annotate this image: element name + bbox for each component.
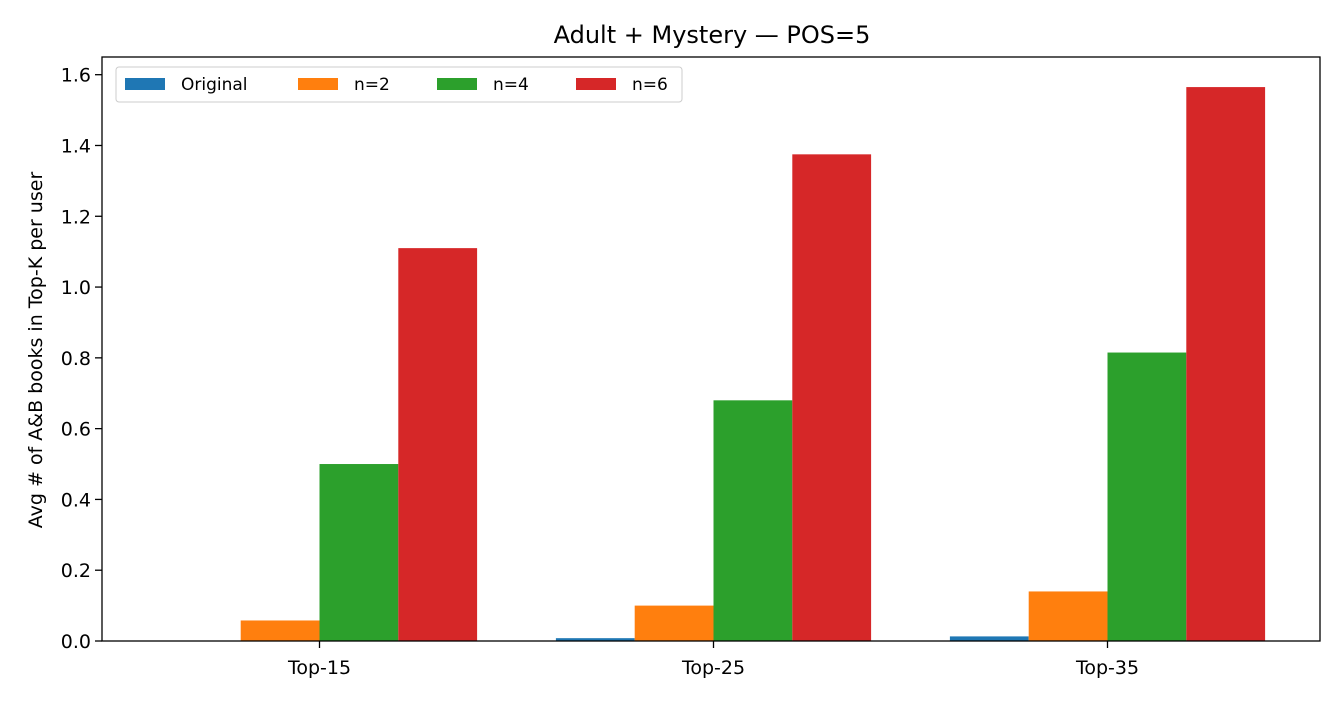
bar-n=6-Top-15 <box>398 248 478 642</box>
plot-frame <box>101 56 1321 642</box>
y-tick-label: 1.4 <box>61 135 91 157</box>
legend-label: Original <box>181 75 248 95</box>
x-tick-label: Top-35 <box>1075 657 1139 679</box>
legend-box <box>115 66 683 103</box>
bar-n=4-Top-35 <box>1107 352 1187 641</box>
x-axis: Top-15 Top-25 Top-35 <box>287 641 1139 679</box>
bars-group <box>240 87 1266 642</box>
bar-n=4-Top-25 <box>713 400 793 641</box>
legend-label: n=6 <box>632 75 668 95</box>
y-tick-label: 1.0 <box>61 277 91 299</box>
x-tick-label: Top-15 <box>287 657 351 679</box>
y-axis-label: Avg # of A&B books in Top-K per user <box>25 172 47 529</box>
legend-swatch-n=6 <box>576 78 616 90</box>
y-tick-label: 1.2 <box>61 206 91 228</box>
y-tick-label: 0.6 <box>61 419 91 441</box>
y-axis: 0.0 0.2 0.4 0.6 0.8 1.0 1.2 1.4 1.6 <box>61 65 102 653</box>
y-tick-label: 0.2 <box>61 560 91 582</box>
y-tick-label: 0.8 <box>61 348 91 370</box>
chart-title: Adult + Mystery — POS=5 <box>554 21 871 49</box>
legend-swatch-n=2 <box>298 78 338 90</box>
bar-n=2-Top-25 <box>634 605 714 641</box>
bar-Original-Top-25 <box>555 638 635 641</box>
legend: Original n=2 n=4 n=6 <box>115 66 683 103</box>
legend-swatch-Original <box>125 78 165 90</box>
bar-n=6-Top-25 <box>792 154 872 642</box>
bar-n=6-Top-35 <box>1186 87 1266 642</box>
y-tick-label: 0.0 <box>61 631 91 653</box>
bar-Original-Top-35 <box>949 636 1029 641</box>
legend-label: n=4 <box>493 75 529 95</box>
x-tick-label: Top-25 <box>681 657 745 679</box>
legend-label: n=2 <box>354 75 390 95</box>
legend-swatch-n=4 <box>437 78 477 90</box>
bar-n=2-Top-35 <box>1028 591 1108 641</box>
y-tick-label: 0.4 <box>61 489 91 511</box>
bar-n=4-Top-15 <box>319 464 399 641</box>
y-tick-label: 1.6 <box>61 65 91 87</box>
bar-n=2-Top-15 <box>240 620 320 641</box>
